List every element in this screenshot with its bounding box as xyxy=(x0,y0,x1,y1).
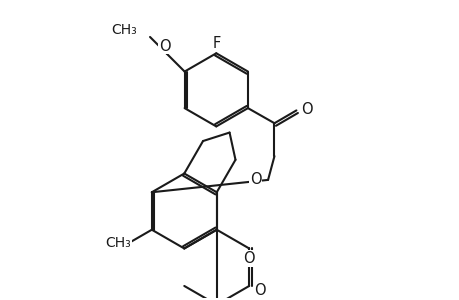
Text: F: F xyxy=(212,36,220,51)
Text: O: O xyxy=(300,101,312,116)
Text: CH₃: CH₃ xyxy=(106,236,131,250)
Text: O: O xyxy=(243,251,254,266)
Text: O: O xyxy=(249,172,261,188)
Text: O: O xyxy=(158,38,170,53)
Text: CH₃: CH₃ xyxy=(111,23,137,37)
Text: O: O xyxy=(254,283,266,298)
